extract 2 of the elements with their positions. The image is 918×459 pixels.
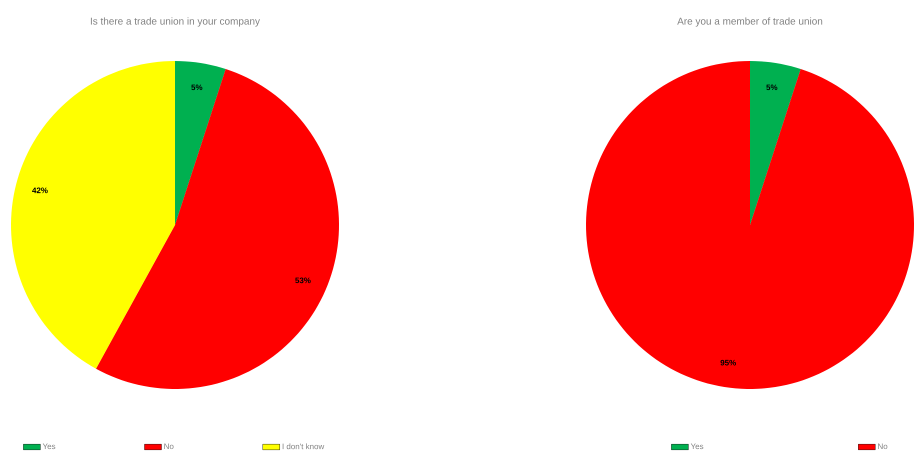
chart-title: Is there a trade union in your company [90, 17, 260, 27]
chart-title: Are you a member of trade union [677, 17, 822, 27]
